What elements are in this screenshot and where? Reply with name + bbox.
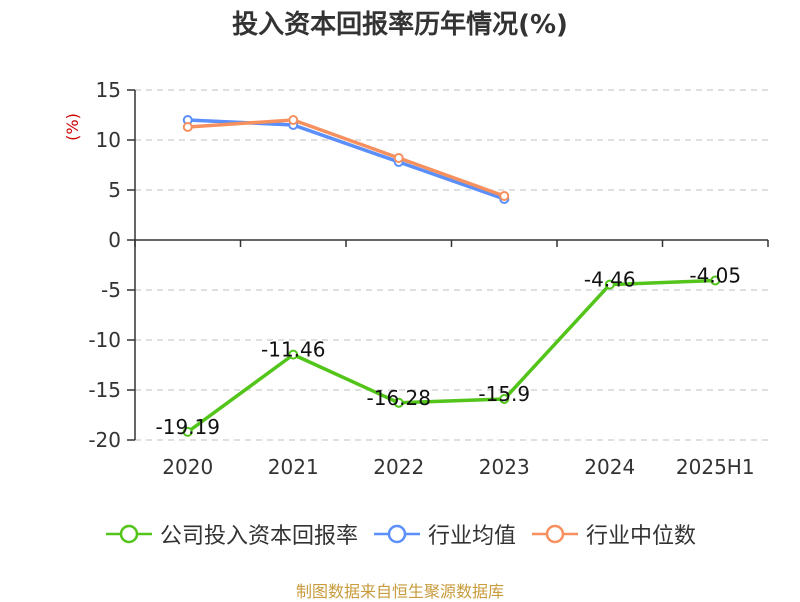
legend-swatch <box>532 524 578 544</box>
data-point <box>393 153 404 163</box>
data-point <box>288 115 299 125</box>
data-label: -16.28 <box>367 386 431 410</box>
x-tick-label: 2024 <box>584 455 635 479</box>
legend-swatch <box>373 524 420 544</box>
label-layer: -19.19 -11.46 -16.28 -15.9 -4.46 -4.05 <box>156 264 742 439</box>
data-label: -4.46 <box>584 268 636 292</box>
legend-item[interactable]: 公司投入资本回报率 <box>104 518 358 550</box>
chart-title: 投入资本回报率历年情况(%) <box>232 10 568 40</box>
y-axis-unit-label: (%) <box>63 113 82 141</box>
legend-item[interactable]: 行业均值 <box>372 518 516 550</box>
y-tick-label: -5 <box>101 278 121 302</box>
y-tick-label: 10 <box>96 128 121 152</box>
grid-layer <box>135 89 768 441</box>
legend-item[interactable]: 行业中位数 <box>530 518 696 550</box>
data-label: -11.46 <box>261 338 325 362</box>
axis-layer: 15 10 5 0 -5 -10 -15 -20 2020 2021 2022 2023 2024 202… <box>88 78 769 479</box>
legend-swatch <box>105 524 152 544</box>
legend-label: 公司投入资本回报率 <box>159 524 358 549</box>
x-tick-label: 2022 <box>373 455 424 479</box>
data-point <box>182 426 193 437</box>
data-label: -19.19 <box>156 415 220 439</box>
y-tick-label: 15 <box>96 78 121 102</box>
y-tick-label: 0 <box>108 228 121 252</box>
series-line-1 <box>187 118 505 201</box>
y-tick-label: 5 <box>108 178 121 202</box>
x-tick-label: 2021 <box>268 455 319 479</box>
legend: 公司投入资本回报率 行业均值 行业中位数 <box>0 518 800 550</box>
y-tick-label: -15 <box>88 378 121 402</box>
data-label: -4.05 <box>689 264 741 288</box>
data-point <box>393 397 404 408</box>
data-label: -15.9 <box>478 382 530 406</box>
legend-label: 行业中位数 <box>586 524 697 549</box>
data-point <box>499 394 510 404</box>
y-tick-label: -10 <box>88 328 121 352</box>
series-line-2 <box>187 118 505 198</box>
data-point <box>288 349 299 360</box>
series-line-0 <box>186 278 716 434</box>
data-point <box>499 191 510 201</box>
data-point <box>710 275 721 286</box>
data-point <box>182 122 193 132</box>
x-tick-label: 2025H1 <box>676 455 755 479</box>
data-point <box>604 279 615 290</box>
source-note: 制图数据来自恒生聚源数据库 <box>295 582 504 601</box>
x-tick-label: 2023 <box>479 455 530 479</box>
legend-label: 行业均值 <box>427 524 516 549</box>
y-tick-label: -20 <box>88 428 121 452</box>
series-layer <box>182 115 721 437</box>
x-tick-label: 2020 <box>162 455 213 479</box>
